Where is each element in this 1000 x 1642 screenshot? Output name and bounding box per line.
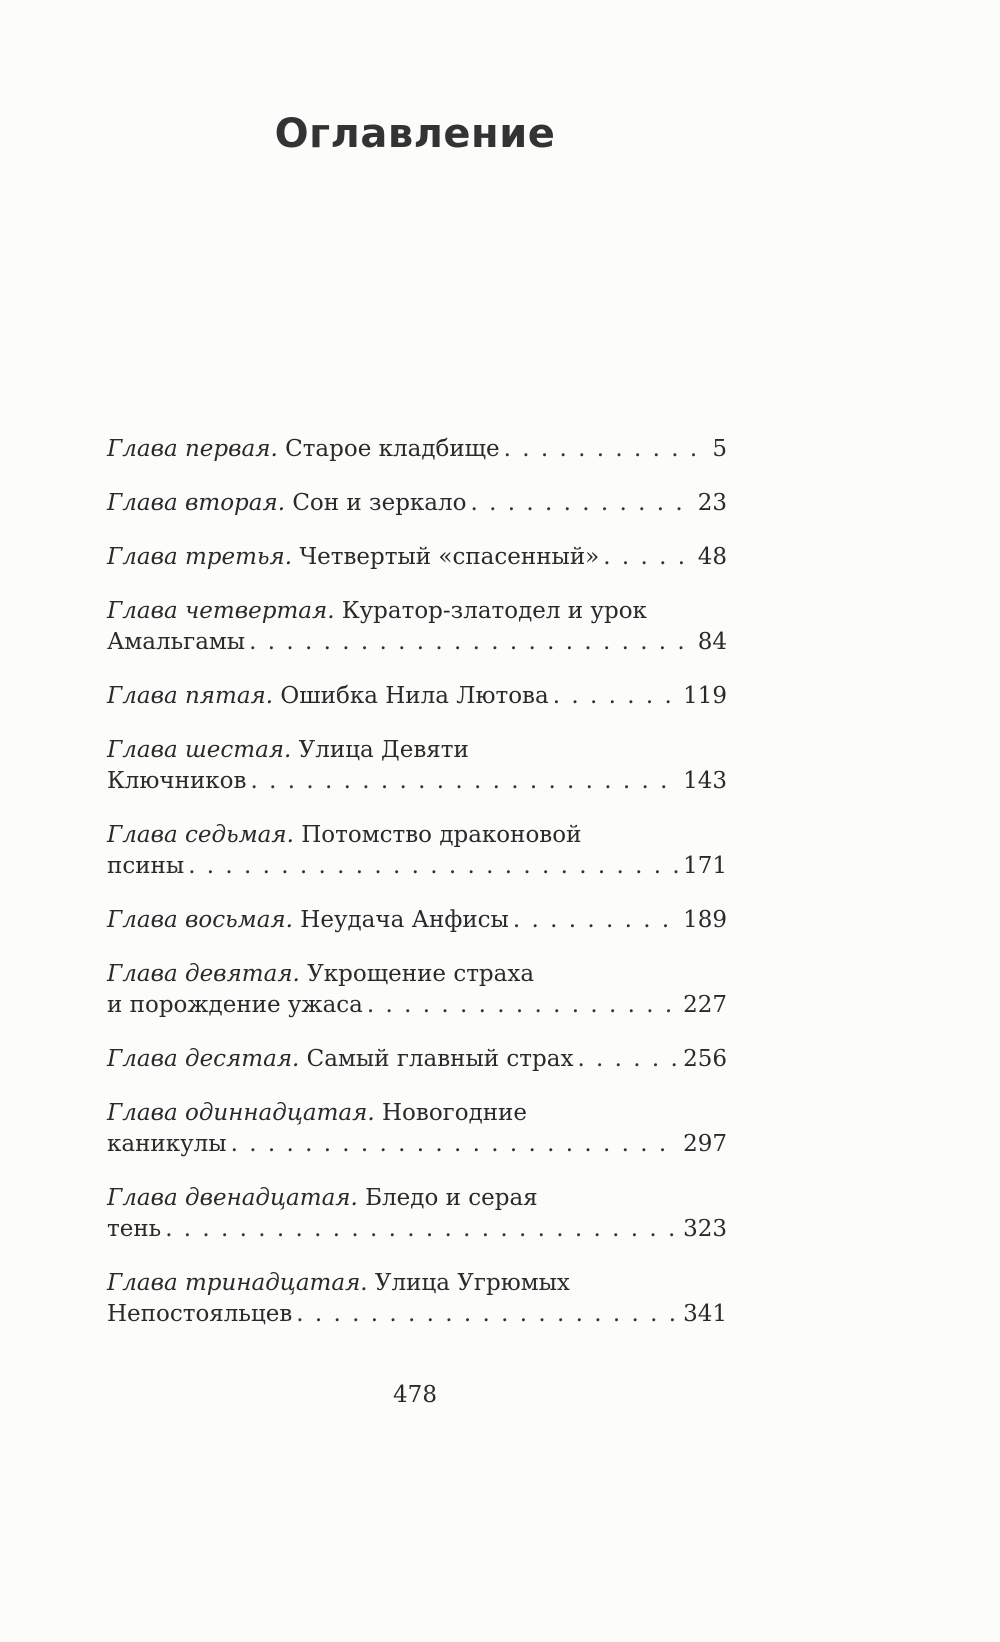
chapter-label: Глава вторая. xyxy=(107,490,286,516)
toc-entry[interactable]: Глава первая. Старое кладбище 5 xyxy=(107,434,727,465)
dot-leader xyxy=(470,488,693,519)
dot-leader xyxy=(188,851,679,882)
toc-entry-line: Глава двенадцатая. Бледо и серая xyxy=(107,1183,727,1214)
toc-entry[interactable]: Глава девятая. Укрощение страха и порожде… xyxy=(107,959,727,1021)
chapter-title: Неудача Анфисы xyxy=(300,907,509,933)
toc-entry-line: псины 171 xyxy=(107,851,727,882)
dot-leader xyxy=(513,905,679,936)
dot-leader xyxy=(603,542,693,573)
toc-entry[interactable]: Глава десятая. Самый главный страх 256 xyxy=(107,1044,727,1075)
chapter-page-number: 171 xyxy=(683,853,727,879)
toc-entry-line: Глава первая. Старое кладбище 5 xyxy=(107,434,727,465)
dot-leader xyxy=(504,434,709,465)
chapter-title: и порождение ужаса xyxy=(107,992,363,1018)
toc-entry-line: тень 323 xyxy=(107,1214,727,1245)
dot-leader xyxy=(250,766,679,797)
chapter-title: Амальгамы xyxy=(107,629,246,655)
chapter-page-number: 23 xyxy=(697,490,727,516)
chapter-title: Сон и зеркало xyxy=(292,490,467,516)
chapter-label: Глава пятая. xyxy=(107,683,274,709)
chapter-page-number: 341 xyxy=(683,1301,727,1327)
toc-entry[interactable]: Глава вторая. Сон и зеркало 23 xyxy=(107,488,727,519)
chapter-title: Ошибка Нила Лютова xyxy=(280,683,549,709)
chapter-title: Куратор-златодел и урок xyxy=(341,598,647,624)
chapter-page-number: 227 xyxy=(683,992,727,1018)
dot-leader xyxy=(231,1129,680,1160)
chapter-title: Старое кладбище xyxy=(285,436,500,462)
chapter-label: Глава девятая. xyxy=(107,961,300,987)
chapter-title: тень xyxy=(107,1216,162,1242)
chapter-label: Глава тринадцатая. xyxy=(107,1270,368,1296)
toc-entry-line: Глава шестая. Улица Девяти xyxy=(107,735,727,766)
page-number: 478 xyxy=(393,1382,437,1408)
toc-entry[interactable]: Глава одиннадцатая. Новогодниеканикулы29… xyxy=(107,1098,727,1160)
toc-entry[interactable]: Глава третья. Четвертый «спасенный» 48 xyxy=(107,542,727,573)
chapter-title: Улица Девяти xyxy=(298,737,469,763)
toc-entry-line: Глава третья. Четвертый «спасенный» 48 xyxy=(107,542,727,573)
toc-entry-line: Глава седьмая. Потомство драконовой xyxy=(107,820,727,851)
chapter-title: Потомство драконовой xyxy=(301,822,582,848)
toc-entry-line: Глава четвертая. Куратор-златодел и урок xyxy=(107,596,727,627)
toc-entry[interactable]: Глава тринадцатая. Улица Угрюмых Непостоя… xyxy=(107,1268,727,1330)
chapter-page-number: 143 xyxy=(683,768,727,794)
chapter-title: Ключников xyxy=(107,768,247,794)
chapter-page-number: 256 xyxy=(683,1046,727,1072)
dot-leader xyxy=(296,1299,679,1330)
chapter-label: Глава одиннадцатая. xyxy=(107,1100,375,1126)
toc-entry[interactable]: Глава пятая. Ошибка Нила Лютова 119 xyxy=(107,681,727,712)
toc-entry-line: Глава вторая. Сон и зеркало 23 xyxy=(107,488,727,519)
toc-entry-line: Глава тринадцатая. Улица Угрюмых xyxy=(107,1268,727,1299)
toc-entry[interactable]: Глава двенадцатая. Бледо и сераятень323 xyxy=(107,1183,727,1245)
dot-leader xyxy=(577,1044,679,1075)
toc-entry-line: каникулы 297 xyxy=(107,1129,727,1160)
page-title: Оглавление xyxy=(274,110,556,157)
chapter-label: Глава седьмая. xyxy=(107,822,294,848)
dot-leader xyxy=(553,681,679,712)
toc-entry[interactable]: Глава седьмая. Потомство драконовой псины… xyxy=(107,820,727,882)
toc-entry-line: и порождение ужаса 227 xyxy=(107,990,727,1021)
dot-leader xyxy=(367,990,679,1021)
chapter-title: Непостояльцев xyxy=(107,1301,293,1327)
toc-entry-line: Глава девятая. Укрощение страха xyxy=(107,959,727,990)
toc-entry-line: Ключников 143 xyxy=(107,766,727,797)
chapter-title: Укрощение страха xyxy=(307,961,535,987)
dot-leader xyxy=(249,627,694,658)
chapter-title: Новогодние xyxy=(381,1100,527,1126)
chapter-label: Глава восьмая. xyxy=(107,907,293,933)
chapter-page-number: 189 xyxy=(683,907,727,933)
table-of-contents: Глава первая. Старое кладбище 5 Глава втор… xyxy=(107,434,727,1353)
chapter-page-number: 297 xyxy=(683,1131,727,1157)
toc-entry-line: Амальгамы 84 xyxy=(107,627,727,658)
toc-entry-line: Глава восьмая. Неудача Анфисы 189 xyxy=(107,905,727,936)
chapter-label: Глава первая. xyxy=(107,436,278,462)
chapter-title: каникулы xyxy=(107,1131,227,1157)
chapter-page-number: 5 xyxy=(712,436,727,462)
toc-entry-line: Непостояльцев 341 xyxy=(107,1299,727,1330)
chapter-page-number: 119 xyxy=(683,683,727,709)
dot-leader xyxy=(165,1214,679,1245)
chapter-page-number: 84 xyxy=(697,629,727,655)
chapter-label: Глава третья. xyxy=(107,544,293,570)
chapter-title: псины xyxy=(107,853,185,879)
chapter-title: Бледо и серая xyxy=(365,1185,538,1211)
toc-entry[interactable]: Глава шестая. Улица ДевятиКлючников143 xyxy=(107,735,727,797)
chapter-label: Глава шестая. xyxy=(107,737,292,763)
chapter-page-number: 323 xyxy=(683,1216,727,1242)
chapter-page-number: 48 xyxy=(697,544,727,570)
chapter-title: Четвертый «спасенный» xyxy=(299,544,600,570)
chapter-title: Самый главный страх xyxy=(306,1046,574,1072)
toc-entry[interactable]: Глава четвертая. Куратор-златодел и урок… xyxy=(107,596,727,658)
toc-entry[interactable]: Глава восьмая. Неудача Анфисы 189 xyxy=(107,905,727,936)
chapter-label: Глава четвертая. xyxy=(107,598,335,624)
toc-entry-line: Глава пятая. Ошибка Нила Лютова 119 xyxy=(107,681,727,712)
toc-entry-line: Глава десятая. Самый главный страх 256 xyxy=(107,1044,727,1075)
chapter-label: Глава двенадцатая. xyxy=(107,1185,358,1211)
toc-entry-line: Глава одиннадцатая. Новогодние xyxy=(107,1098,727,1129)
chapter-label: Глава десятая. xyxy=(107,1046,300,1072)
chapter-title: Улица Угрюмых xyxy=(374,1270,570,1296)
